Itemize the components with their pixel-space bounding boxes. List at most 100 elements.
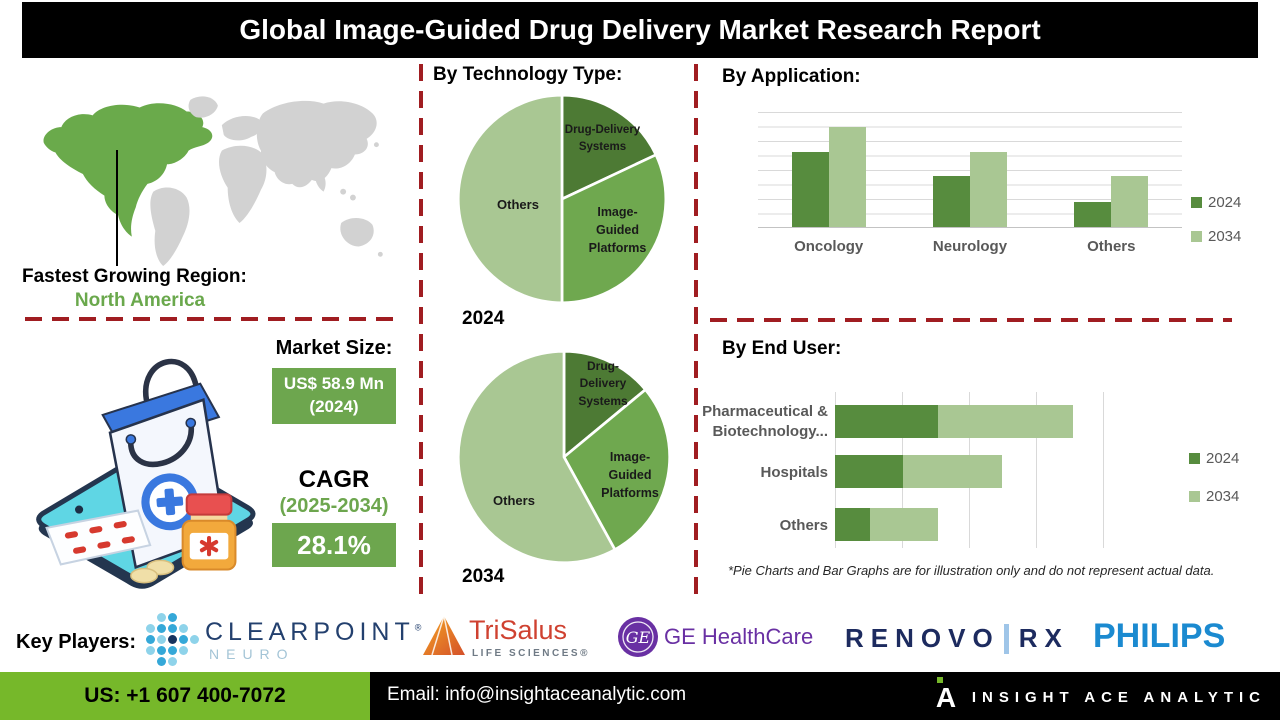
pie-slice-others — [456, 349, 617, 565]
map-island — [377, 251, 383, 257]
map-island — [340, 188, 347, 195]
clearpoint-logo-icon — [146, 613, 199, 666]
legend-item-2034: 2034 — [1189, 488, 1239, 505]
hbar-row-others — [835, 508, 1105, 541]
cagr-period: (2025-2034) — [279, 495, 389, 517]
region-pointer-line — [116, 150, 118, 266]
report-title-bar: Global Image-Guided Drug Delivery Market… — [22, 2, 1258, 58]
hbar-segment-2034-others — [870, 508, 938, 541]
bottle-asterisk — [199, 535, 219, 557]
pie-2024-label-image-guided: Image- Guided Platforms — [588, 205, 647, 256]
application-bar-chart — [758, 112, 1182, 228]
bag-handle-back — [142, 358, 200, 403]
bottle-cap — [185, 493, 233, 516]
key-players-label: Key Players: — [16, 631, 137, 653]
bar-2034-neurology — [969, 152, 1007, 227]
cagr-label: CAGR — [298, 466, 370, 493]
map-greenland — [188, 96, 218, 118]
trisalus-logo-icon — [423, 615, 465, 656]
trisalus-subtext: LIFE SCIENCES® — [472, 648, 590, 659]
bar-2024-neurology — [932, 176, 970, 227]
insight-ace-brand: A INSIGHT ACE ANALYTIC — [934, 677, 1266, 714]
section-application-heading: By Application: — [722, 66, 861, 87]
disclaimer-footnote: *Pie Charts and Bar Graphs are for illus… — [728, 563, 1215, 578]
bag-handle-rivet — [185, 417, 197, 429]
pie-slice-drug-delivery-systems — [562, 349, 647, 459]
end-user-legend: 2024 2034 — [1189, 450, 1239, 505]
bar-2034-others — [1111, 176, 1149, 227]
pie-slice-image-guided-platforms — [560, 153, 668, 305]
legend-item-2024: 2024 — [1189, 450, 1239, 467]
legend-swatch — [1191, 231, 1202, 242]
map-southeast-asia — [315, 170, 326, 192]
hbar-row-pharmaceutical-biotechnology — [835, 405, 1105, 438]
insight-ace-brand-name: INSIGHT ACE ANALYTIC — [971, 688, 1266, 706]
legend-label: 2024 — [1206, 450, 1240, 467]
tablet-camera — [75, 505, 84, 514]
cagr-value: 28.1% — [272, 523, 396, 567]
hbar-segment-2034-pharmaceutical-biotechnology — [937, 405, 1073, 438]
legend-label: 2034 — [1206, 488, 1240, 505]
category-label-neurology: Neurology — [932, 238, 1008, 255]
market-size-label: Market Size: — [275, 337, 393, 359]
insight-ace-logo-icon: A — [934, 677, 960, 714]
ge-monogram: GE — [626, 628, 651, 647]
pie-chart-2024 — [456, 93, 668, 305]
divider-right — [710, 318, 1232, 322]
application-category-labels: Oncology Neurology Others — [758, 238, 1182, 255]
hbar-segment-2024-pharmaceutical-biotechnology — [835, 405, 938, 438]
map-island — [349, 194, 356, 201]
renovo-divider-bar — [1003, 623, 1009, 654]
world-map — [43, 96, 383, 267]
pie-2034-label-others: Others — [493, 493, 535, 508]
legend-swatch — [1191, 197, 1202, 208]
end-user-bar-chart — [835, 392, 1105, 548]
map-australia — [340, 217, 374, 247]
pie-chart-2034 — [456, 349, 671, 565]
market-size-value: US$ 58.9 Mn (2024) — [272, 368, 396, 424]
logo-initial: A — [935, 682, 957, 713]
pie-2034-year: 2034 — [462, 566, 505, 587]
map-north-america — [43, 103, 213, 237]
pie-2024-year: 2024 — [462, 308, 505, 329]
ge-healthcare-logo-text: GE HealthCare — [664, 624, 814, 649]
report-title: Global Image-Guided Drug Delivery Market… — [239, 14, 1041, 45]
renovo-text: RENOVO — [845, 623, 1000, 653]
pie-2024-label-others: Others — [497, 197, 539, 212]
pie-2034-label-image-guided: Image- Guided Platforms — [601, 450, 659, 501]
eu-category-label-hospitals: Hospitals — [760, 464, 828, 481]
logo-accent-dot — [936, 677, 943, 683]
trisalus-logo-text: TriSalus — [469, 615, 568, 645]
medical-cross-badge — [141, 473, 199, 531]
map-island — [373, 142, 379, 148]
bar-group-oncology — [758, 112, 899, 227]
hbar-segment-2024-hospitals — [835, 455, 903, 488]
pill-bottle — [181, 493, 237, 571]
bar-group-others — [1041, 112, 1182, 227]
clearpoint-reg-mark: ® — [414, 622, 422, 633]
fastest-region-label: Fastest Growing Region: — [22, 266, 247, 287]
pie-slice-others — [456, 93, 564, 305]
legend-item-2024: 2024 — [1191, 194, 1241, 211]
footer-phone: US: +1 607 400-7072 — [84, 684, 286, 707]
pie-2034-label-drug-delivery: Drug- Delivery Systems — [578, 359, 628, 408]
map-europe — [221, 115, 261, 141]
pharmacy-phone-illustration — [36, 358, 256, 589]
footer-email: Email: info@insightaceanalytic.com — [387, 684, 687, 705]
map-south-america — [150, 187, 190, 267]
footer-bar: Email: info@insightaceanalytic.com A INS… — [370, 672, 1280, 720]
legend-label: 2034 — [1208, 228, 1242, 245]
hbar-row-hospitals — [835, 455, 1105, 488]
divider-middle-right — [694, 64, 698, 598]
legend-item-2034: 2034 — [1191, 228, 1241, 245]
pill — [130, 567, 159, 584]
blister-capsules — [64, 521, 135, 554]
renovo-rx-text: RX — [1018, 623, 1069, 653]
fastest-region-value: North America — [74, 290, 206, 311]
section-end-user-heading: By End User: — [722, 338, 842, 359]
eu-category-label-pharmaceutical-biotechnology: Pharmaceutical & Biotechnology... — [702, 403, 828, 441]
section-technology-heading: By Technology Type: — [433, 64, 623, 85]
application-legend: 2024 2034 — [1191, 194, 1241, 245]
legend-swatch — [1189, 453, 1200, 464]
